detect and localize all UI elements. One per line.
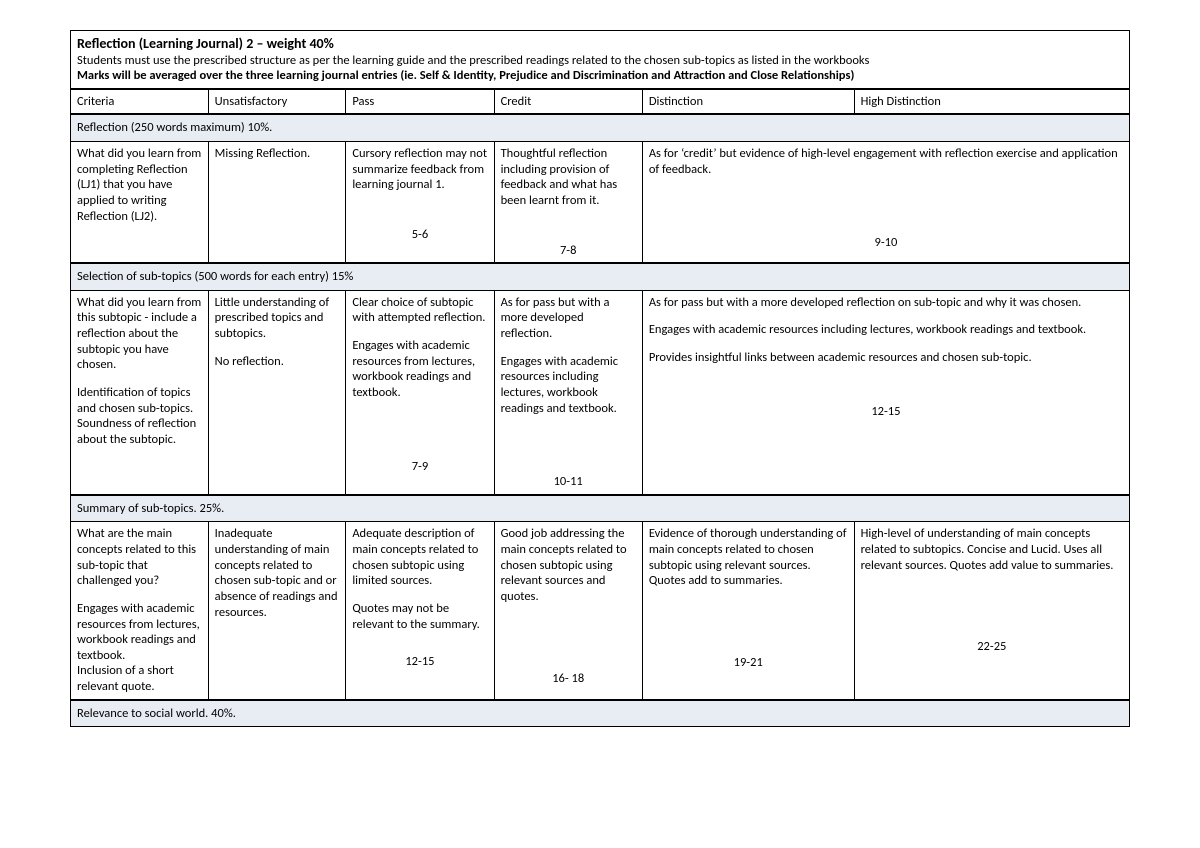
selection-unsatisfactory: Little understanding of prescribed topic…: [208, 290, 346, 495]
section-reflection-heading: Reflection (250 words maximum) 10%.: [71, 114, 1130, 141]
selection-pass: Clear choice of subtopic with attempted …: [346, 290, 494, 495]
selection-criteria: What did you learn from this subtopic - …: [71, 290, 209, 495]
section-summary-heading: Summary of sub-topics. 25%.: [71, 495, 1130, 522]
reflection-merged-score: 9-10: [649, 235, 1123, 251]
reflection-distinction-hd: As for ‘credit’ but evidence of high-lev…: [642, 142, 1129, 264]
selection-criteria-p2: Identification of topics and chosen sub-…: [77, 385, 202, 448]
selection-criteria-p1: What did you learn from this subtopic - …: [77, 295, 202, 373]
summary-credit-score: 16- 18: [501, 671, 636, 687]
selection-pass-p1: Clear choice of subtopic with attempted …: [352, 295, 487, 326]
summary-pass-p1: Adequate description of main concepts re…: [352, 526, 487, 589]
reflection-credit-score: 7-8: [501, 243, 636, 259]
rubric-table: Reflection (Learning Journal) 2 – weight…: [70, 30, 1130, 727]
column-headers: Criteria Unsatisfactory Pass Credit Dist…: [71, 89, 1130, 115]
reflection-pass: Cursory reflection may not summarize fee…: [346, 142, 494, 264]
col-high-distinction: High Distinction: [854, 89, 1129, 115]
selection-merged-p3: Provides insightful links between academ…: [649, 350, 1123, 366]
selection-pass-p2: Engages with academic resources from lec…: [352, 338, 487, 401]
summary-criteria-p1: What are the main concepts related to th…: [77, 526, 202, 589]
summary-unsatisfactory: Inadequate understanding of main concept…: [208, 522, 346, 700]
reflection-unsatisfactory: Missing Reflection.: [208, 142, 346, 264]
summary-pass-p2: Quotes may not be relevant to the summar…: [352, 601, 487, 632]
summary-high-distinction: High-level of understanding of main conc…: [854, 522, 1129, 700]
summary-hd-text: High-level of understanding of main conc…: [861, 526, 1123, 573]
reflection-pass-text: Cursory reflection may not summarize fee…: [352, 146, 487, 193]
col-pass: Pass: [346, 89, 494, 115]
summary-credit-text: Good job addressing the main concepts re…: [501, 526, 636, 604]
summary-criteria-p2: Engages with academic resources from lec…: [77, 601, 202, 664]
row-reflection: What did you learn from completing Refle…: [71, 142, 1130, 264]
section-selection-heading: Selection of sub-topics (500 words for e…: [71, 263, 1130, 290]
reflection-merged-text: As for ‘credit’ but evidence of high-lev…: [649, 146, 1123, 177]
col-distinction: Distinction: [642, 89, 854, 115]
selection-credit-score: 10-11: [501, 474, 636, 490]
summary-criteria-p3: Inclusion of a short relevant quote.: [77, 663, 202, 694]
col-credit: Credit: [494, 89, 642, 115]
summary-distinction-text: Evidence of thorough understanding of ma…: [649, 526, 848, 589]
selection-distinction-hd: As for pass but with a more developed re…: [642, 290, 1129, 495]
title-cell: Reflection (Learning Journal) 2 – weight…: [71, 31, 1130, 89]
selection-credit-p1: As for pass but with a more developed re…: [501, 295, 636, 342]
selection-pass-score: 7-9: [352, 459, 487, 475]
reflection-criteria: What did you learn from completing Refle…: [71, 142, 209, 264]
selection-credit-p2: Engages with academic resources includin…: [501, 354, 636, 417]
rubric-page: Reflection (Learning Journal) 2 – weight…: [0, 0, 1200, 848]
section-summary: Summary of sub-topics. 25%.: [71, 495, 1130, 522]
section-selection: Selection of sub-topics (500 words for e…: [71, 263, 1130, 290]
section-relevance-heading: Relevance to social world. 40%.: [71, 700, 1130, 727]
rubric-subtitle-2: Marks will be averaged over the three le…: [77, 68, 1123, 84]
summary-criteria: What are the main concepts related to th…: [71, 522, 209, 700]
reflection-pass-score: 5-6: [352, 227, 487, 243]
reflection-credit-text: Thoughtful reflection including provisio…: [501, 146, 636, 209]
summary-hd-score: 22-25: [861, 639, 1123, 655]
title-row: Reflection (Learning Journal) 2 – weight…: [71, 31, 1130, 89]
selection-unsat-p1: Little understanding of prescribed topic…: [215, 295, 340, 342]
selection-merged-score: 12-15: [649, 404, 1123, 420]
selection-merged-p2: Engages with academic resources includin…: [649, 322, 1123, 338]
col-unsatisfactory: Unsatisfactory: [208, 89, 346, 115]
section-relevance: Relevance to social world. 40%.: [71, 700, 1130, 727]
summary-distinction: Evidence of thorough understanding of ma…: [642, 522, 854, 700]
selection-credit: As for pass but with a more developed re…: [494, 290, 642, 495]
rubric-title: Reflection (Learning Journal) 2 – weight…: [77, 35, 1123, 53]
summary-credit: Good job addressing the main concepts re…: [494, 522, 642, 700]
selection-merged-p1: As for pass but with a more developed re…: [649, 295, 1123, 311]
summary-pass: Adequate description of main concepts re…: [346, 522, 494, 700]
row-selection: What did you learn from this subtopic - …: [71, 290, 1130, 495]
summary-pass-score: 12-15: [352, 654, 487, 670]
row-summary: What are the main concepts related to th…: [71, 522, 1130, 700]
reflection-credit: Thoughtful reflection including provisio…: [494, 142, 642, 264]
summary-distinction-score: 19-21: [649, 655, 848, 671]
col-criteria: Criteria: [71, 89, 209, 115]
rubric-subtitle-1: Students must use the prescribed structu…: [77, 53, 1123, 69]
selection-unsat-p2: No reflection.: [215, 354, 340, 370]
section-reflection: Reflection (250 words maximum) 10%.: [71, 114, 1130, 141]
